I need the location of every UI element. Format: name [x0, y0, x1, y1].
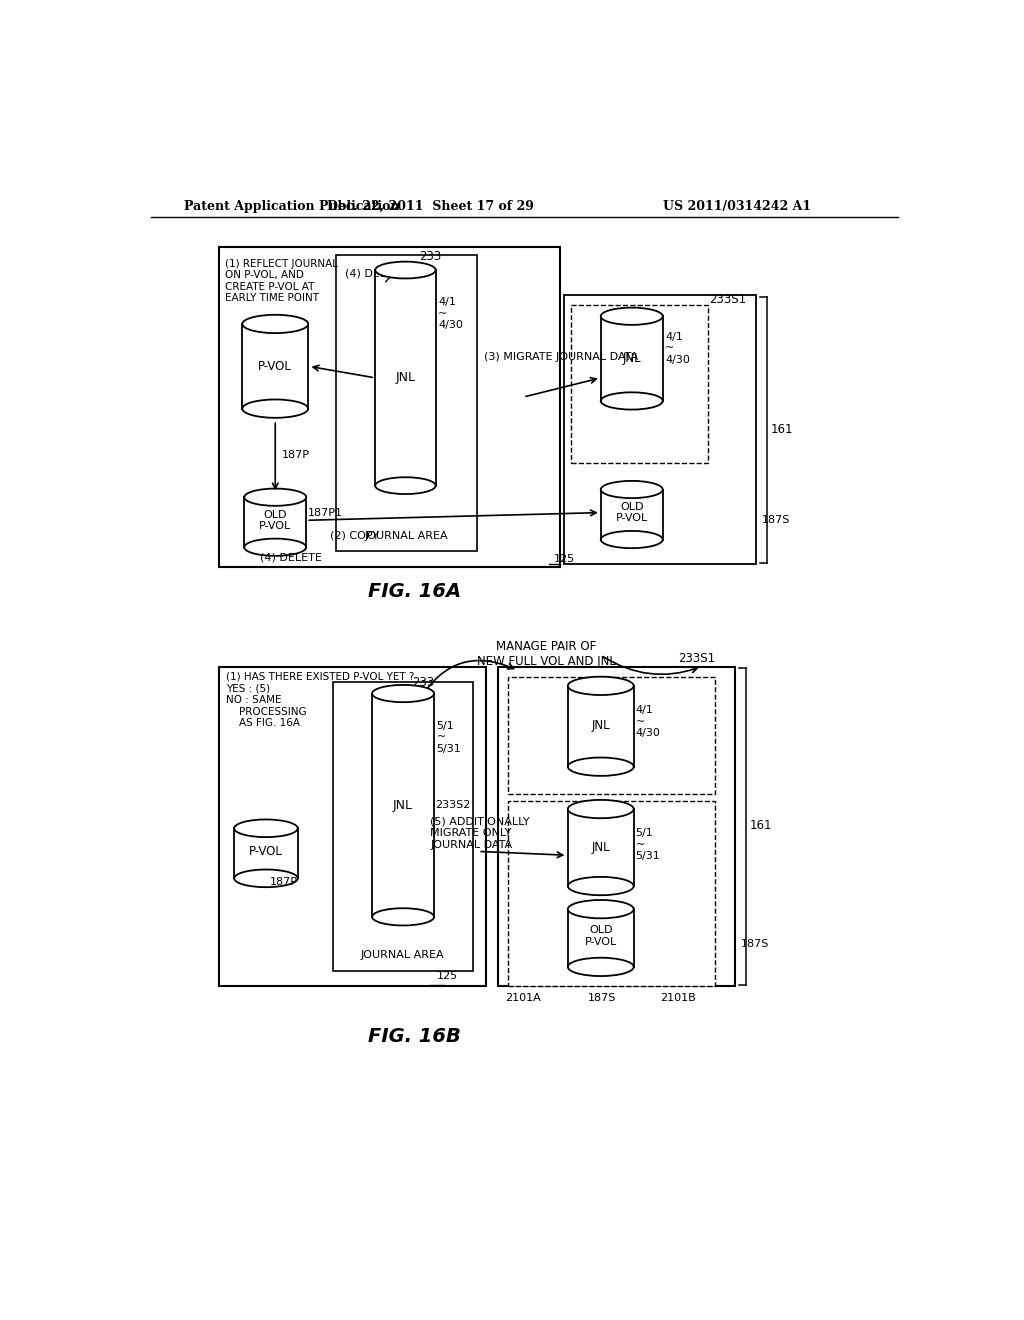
- Text: 233S2: 233S2: [435, 800, 470, 810]
- Text: 5/1
~
5/31: 5/1 ~ 5/31: [436, 721, 461, 754]
- Bar: [601, 490, 663, 540]
- Ellipse shape: [601, 531, 663, 548]
- Ellipse shape: [243, 314, 308, 333]
- Ellipse shape: [375, 478, 435, 494]
- Text: 233: 233: [413, 676, 434, 689]
- Text: JNL: JNL: [395, 371, 416, 384]
- Bar: [333, 682, 473, 970]
- Text: 233S1: 233S1: [710, 293, 746, 306]
- Ellipse shape: [601, 480, 663, 498]
- Bar: [375, 271, 435, 486]
- Ellipse shape: [234, 870, 298, 887]
- Bar: [336, 255, 477, 552]
- Text: 125: 125: [554, 554, 575, 564]
- Text: (4) DELETE: (4) DELETE: [345, 269, 407, 279]
- Text: JOURNAL AREA: JOURNAL AREA: [360, 950, 444, 961]
- Ellipse shape: [243, 400, 308, 418]
- Bar: [372, 693, 434, 917]
- Ellipse shape: [245, 539, 306, 556]
- Text: 187P: 187P: [282, 450, 309, 459]
- Ellipse shape: [568, 900, 634, 919]
- Bar: [563, 296, 756, 564]
- Text: 187P: 187P: [270, 878, 298, 887]
- Text: 161: 161: [750, 820, 772, 833]
- Ellipse shape: [568, 800, 634, 818]
- Ellipse shape: [234, 820, 298, 837]
- Text: 5/1
~
5/31: 5/1 ~ 5/31: [636, 829, 660, 862]
- Text: (2) COPY: (2) COPY: [330, 531, 379, 541]
- Text: 187S: 187S: [741, 939, 769, 949]
- Text: JNL: JNL: [623, 352, 641, 366]
- Text: 4/1
~
4/30: 4/1 ~ 4/30: [665, 331, 690, 364]
- Bar: [219, 667, 486, 986]
- Bar: [568, 909, 634, 966]
- Text: JOURNAL AREA: JOURNAL AREA: [365, 531, 449, 541]
- Text: 2101A: 2101A: [506, 993, 541, 1003]
- Ellipse shape: [568, 958, 634, 975]
- Text: OLD
P-VOL: OLD P-VOL: [615, 502, 648, 524]
- Text: JNL: JNL: [393, 799, 413, 812]
- Bar: [601, 317, 663, 401]
- Bar: [508, 801, 716, 986]
- Text: (1) HAS THERE EXISTED P-VOL YET ?
YES : (5)
NO : SAME
    PROCESSING
    AS FIG.: (1) HAS THERE EXISTED P-VOL YET ? YES : …: [226, 672, 415, 729]
- Text: MANAGE PAIR OF
NEW FULL VOL AND JNL: MANAGE PAIR OF NEW FULL VOL AND JNL: [477, 640, 616, 668]
- Ellipse shape: [375, 261, 435, 279]
- Text: FIG. 16B: FIG. 16B: [369, 1027, 461, 1045]
- Text: Patent Application Publication: Patent Application Publication: [183, 199, 399, 213]
- Text: 187P1: 187P1: [308, 508, 343, 517]
- Ellipse shape: [568, 677, 634, 696]
- Text: (4) DELETE: (4) DELETE: [260, 552, 322, 562]
- Text: P-VOL: P-VOL: [258, 360, 292, 372]
- Bar: [568, 809, 634, 886]
- Text: P-VOL: P-VOL: [249, 845, 283, 858]
- Text: 187S: 187S: [588, 993, 616, 1003]
- Ellipse shape: [372, 685, 434, 702]
- Text: 233: 233: [420, 251, 441, 264]
- Bar: [508, 677, 716, 793]
- Bar: [568, 686, 634, 767]
- Ellipse shape: [568, 758, 634, 776]
- Bar: [245, 498, 306, 548]
- Text: US 2011/0314242 A1: US 2011/0314242 A1: [663, 199, 811, 213]
- Text: (5) ADDITIONALLY
MIGRATE ONLY
JOURNAL DATA: (5) ADDITIONALLY MIGRATE ONLY JOURNAL DA…: [430, 817, 529, 850]
- Text: 233S1: 233S1: [678, 652, 716, 665]
- Text: 161: 161: [770, 422, 793, 436]
- Ellipse shape: [601, 308, 663, 325]
- Bar: [243, 323, 308, 409]
- Ellipse shape: [372, 908, 434, 925]
- Text: JNL: JNL: [592, 841, 610, 854]
- Text: (3) MIGRATE JOURNAL DATA: (3) MIGRATE JOURNAL DATA: [484, 352, 639, 362]
- Text: OLD
P-VOL: OLD P-VOL: [585, 925, 616, 946]
- Bar: [499, 667, 735, 986]
- Text: 2101B: 2101B: [660, 993, 696, 1003]
- Text: Dec. 22, 2011  Sheet 17 of 29: Dec. 22, 2011 Sheet 17 of 29: [327, 199, 534, 213]
- Text: 125: 125: [436, 972, 458, 981]
- Bar: [234, 829, 298, 878]
- Text: FIG. 16A: FIG. 16A: [369, 582, 462, 601]
- Bar: [571, 305, 708, 462]
- Text: 4/1
~
4/30: 4/1 ~ 4/30: [636, 705, 660, 738]
- Bar: [219, 247, 560, 566]
- Text: JNL: JNL: [592, 719, 610, 733]
- Text: OLD
P-VOL: OLD P-VOL: [259, 510, 292, 531]
- Text: 187S: 187S: [762, 515, 791, 525]
- Text: (1) REFLECT JOURNAL
ON P-VOL, AND
CREATE P-VOL AT
EARLY TIME POINT: (1) REFLECT JOURNAL ON P-VOL, AND CREATE…: [225, 259, 338, 304]
- Ellipse shape: [568, 876, 634, 895]
- Text: 4/1
~
4/30: 4/1 ~ 4/30: [438, 297, 463, 330]
- Ellipse shape: [601, 392, 663, 409]
- Ellipse shape: [245, 488, 306, 506]
